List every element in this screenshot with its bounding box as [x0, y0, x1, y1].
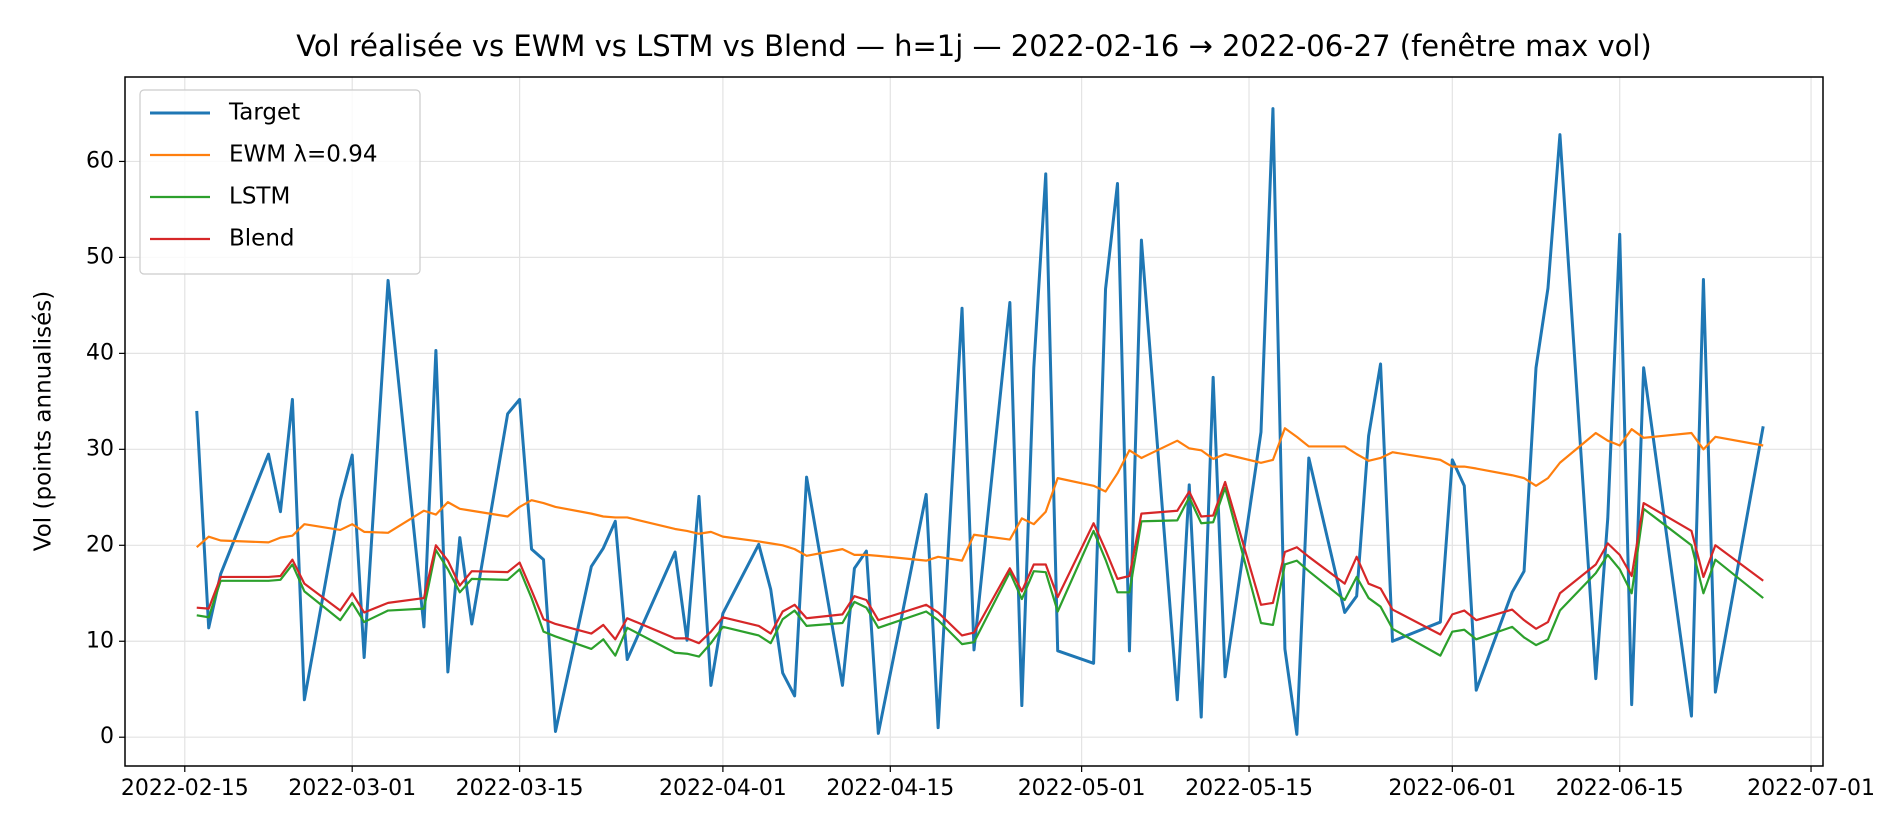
series-line: [196, 486, 1764, 658]
plot-frame: [124, 76, 1824, 767]
chart-title: Vol réalisée vs EWM vs LSTM vs Blend — h…: [296, 29, 1652, 63]
y-tick-label: 60: [86, 148, 114, 173]
series-line: [195, 107, 1765, 736]
legend-label: Blend: [229, 226, 295, 252]
x-tick-label: 2022-03-15: [456, 776, 584, 801]
legend-label: Target: [228, 100, 300, 126]
series-line: [196, 427, 1764, 562]
y-tick-label: 40: [86, 340, 114, 365]
x-tick-label: 2022-06-15: [1556, 776, 1684, 801]
x-tick-label: 2022-02-15: [121, 776, 249, 801]
x-tick-label: 2022-05-01: [1018, 776, 1146, 801]
y-tick-label: 50: [86, 244, 114, 269]
x-tick-label: 2022-07-01: [1747, 776, 1875, 801]
y-tick-label: 0: [100, 724, 114, 749]
y-tick-label: 30: [86, 436, 114, 461]
legend-label: LSTM: [229, 184, 290, 210]
x-tick-label: 2022-03-01: [288, 776, 416, 801]
x-tick-label: 2022-04-01: [659, 776, 787, 801]
y-tick-label: 20: [86, 532, 114, 557]
legend-box: [139, 89, 421, 275]
legend-label: EWM λ=0.94: [229, 142, 378, 168]
x-tick-label: 2022-06-01: [1388, 776, 1516, 801]
x-tick-label: 2022-04-15: [826, 776, 954, 801]
y-tick-label: 10: [86, 628, 114, 653]
x-tick-label: 2022-05-15: [1185, 776, 1313, 801]
legend: Target EWM λ=0.94 LSTM Blend: [139, 89, 421, 275]
series-line: [196, 480, 1764, 645]
y-axis-label: Vol (points annualisés): [31, 291, 57, 551]
